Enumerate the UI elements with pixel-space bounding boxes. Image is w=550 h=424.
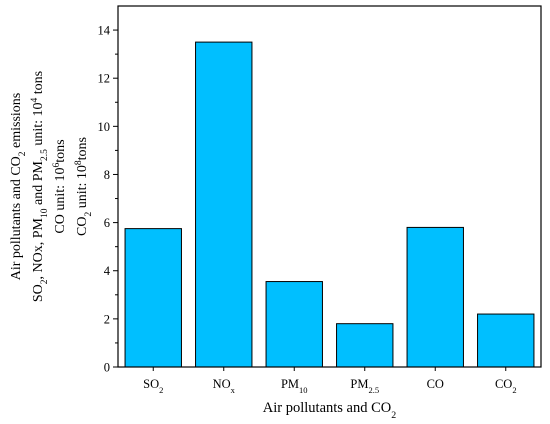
bar-so2 [124,228,182,368]
y-tick-label: 2 [104,312,110,326]
axis-labels: SO2 NOx PM10 PM2.5 CO CO2 0 2 4 6 8 10 12 14 Air pollu… [9,24,517,421]
y-tick-label: 0 [104,361,110,375]
x-tick-label-co: CO [427,377,444,391]
y-axis-title-line-1: Air pollutants and CO2 emissions [9,93,28,281]
y-tick-label: 6 [104,216,110,230]
y-tick-label: 14 [98,24,111,38]
y-tick-label: 12 [98,72,111,86]
axes [113,5,542,371]
bar-pm2-5 [336,323,394,368]
bars [124,41,535,368]
y-axis-title-line-2: SO2, NOx, PM10 and PM2.5 unit: 104 tons [30,71,50,302]
bar-nox [195,41,253,368]
bar-co2 [477,313,535,368]
x-tick-label-pm2-5: PM2.5 [350,377,379,395]
y-tick-label: 10 [98,120,111,134]
y-tick-label: 8 [104,168,110,182]
x-axis-title: Air pollutants and CO2 [263,400,396,421]
y-axis-title-line-3: CO unit: 106tons [52,139,68,233]
x-tick-label-nox: NOx [213,377,236,395]
bar-pm10 [265,281,323,368]
x-tick-label-co2: CO2 [495,377,517,395]
plot-frame [117,5,542,368]
x-tick-label-pm10: PM10 [281,377,308,395]
bar-co [406,226,464,368]
x-tick-label-so2: SO2 [143,377,163,395]
y-tick-label: 4 [104,264,111,278]
y-axis-title-line-4: CO2 unit: 108tons [74,137,94,236]
